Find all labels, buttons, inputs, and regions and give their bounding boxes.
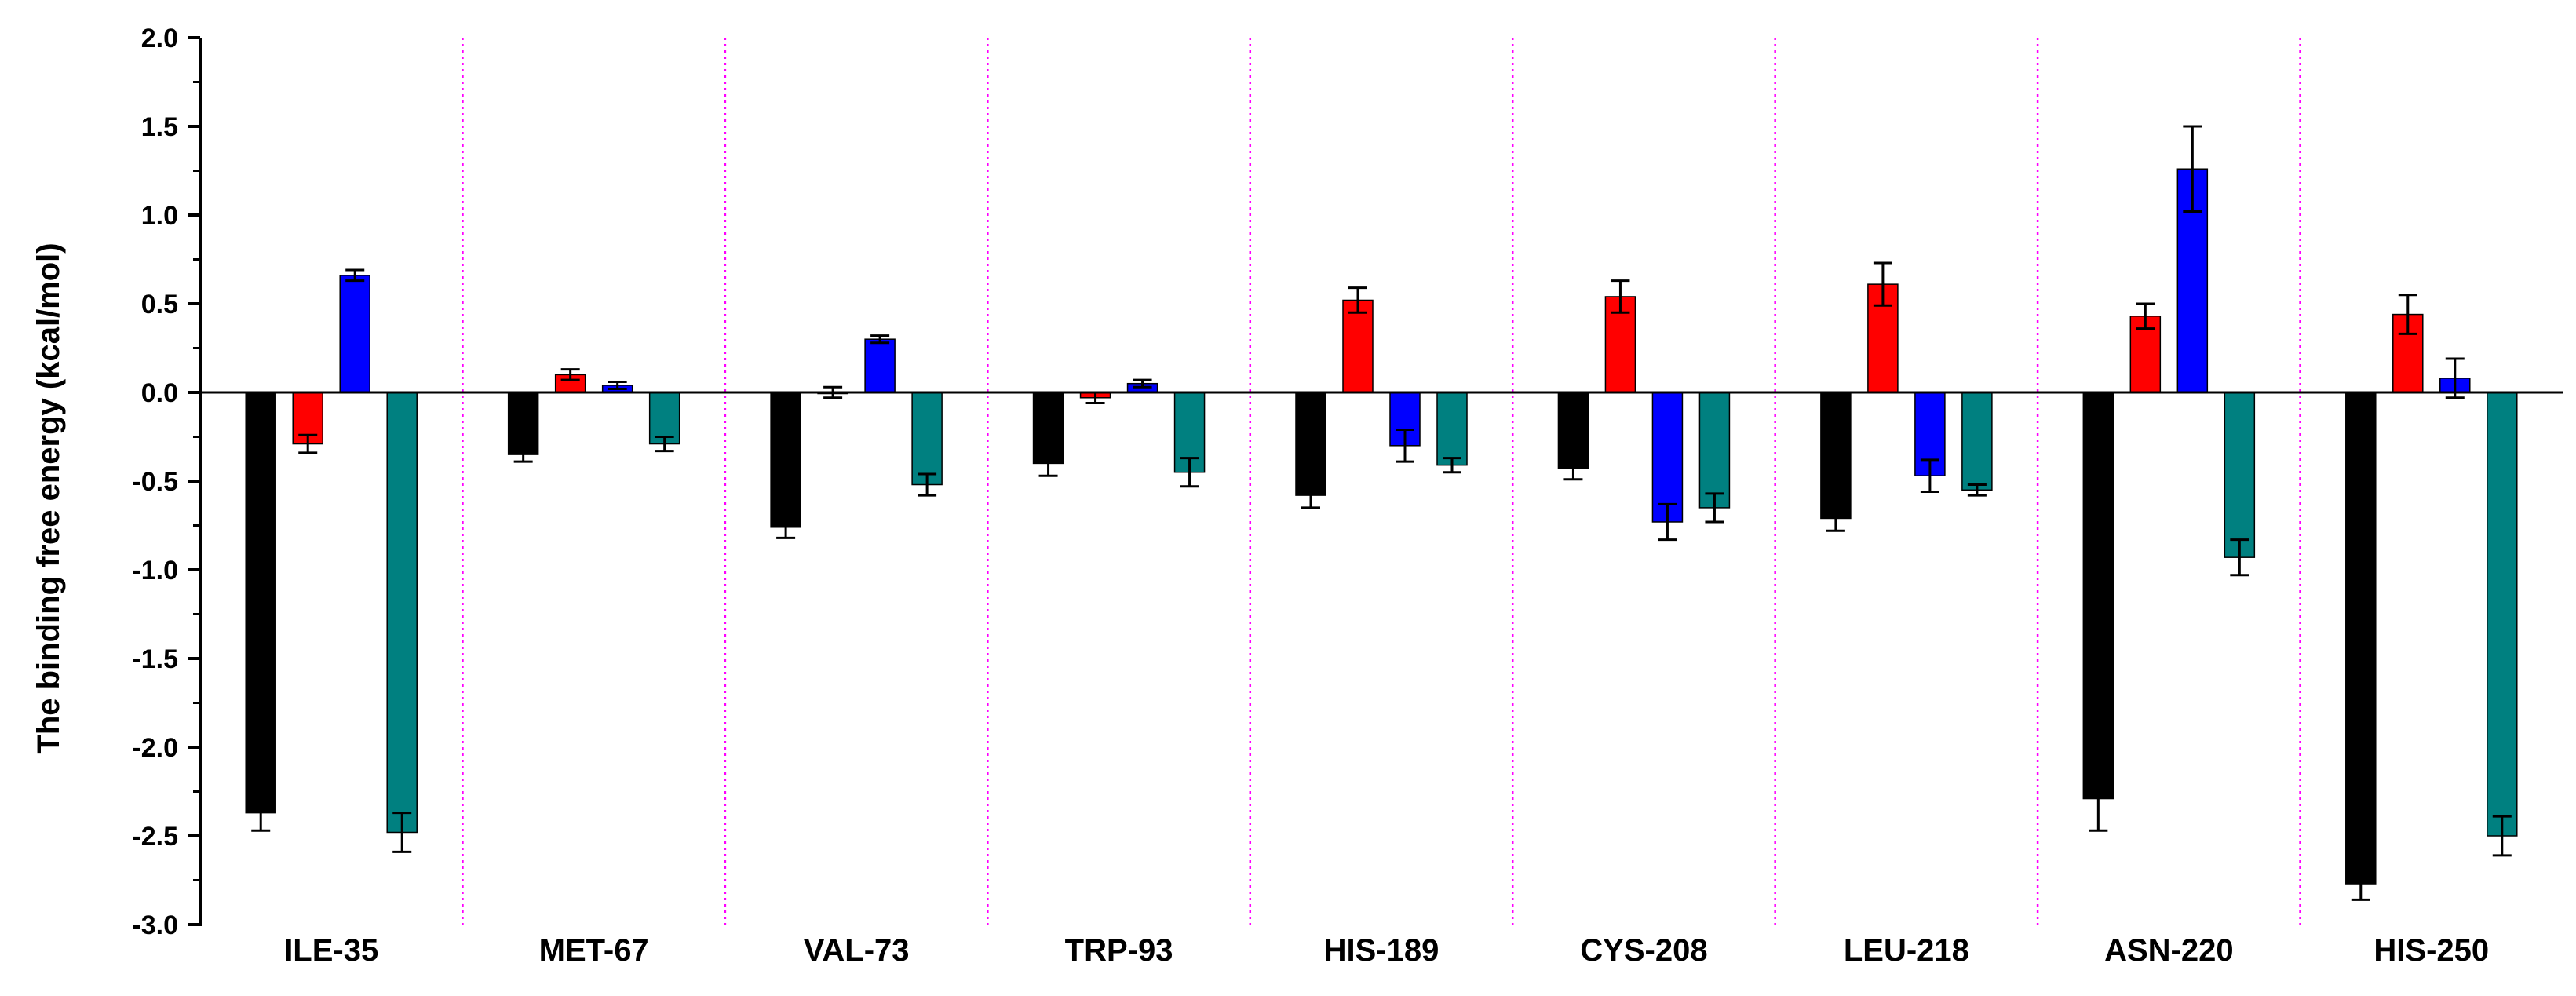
category-label: MET-67	[539, 933, 649, 968]
bar	[386, 392, 418, 834]
y-tick-label: -0.5	[132, 467, 178, 497]
category-label: TRP-93	[1065, 933, 1173, 968]
bar	[911, 392, 943, 486]
bar	[1651, 392, 1684, 523]
bar	[864, 338, 896, 393]
bar	[2082, 392, 2114, 800]
bar	[648, 392, 680, 445]
bar	[1342, 299, 1374, 393]
y-tick-label: -2.0	[132, 733, 178, 763]
y-tick-label: -3.0	[132, 910, 178, 940]
category-label: CYS-208	[1580, 933, 1707, 968]
category-label: ILE-35	[284, 933, 378, 968]
bar	[2345, 392, 2377, 885]
y-tick-label: 2.0	[141, 24, 178, 53]
bar	[1698, 392, 1731, 509]
category-label: LEU-218	[1844, 933, 1969, 968]
y-tick-label: 1.0	[141, 201, 178, 231]
y-tick-label: 0.0	[141, 378, 178, 408]
bar	[1436, 392, 1468, 466]
category-label: HIS-250	[2373, 933, 2489, 968]
bar	[507, 392, 539, 455]
y-tick-label: 1.5	[141, 112, 178, 142]
category-label: HIS-189	[1324, 933, 1439, 968]
y-tick-label: -1.5	[132, 644, 178, 674]
bar	[339, 275, 370, 393]
bar	[2224, 392, 2256, 558]
y-tick-label: -2.5	[132, 822, 178, 852]
y-axis-label: The binding free energy (kcal/mol)	[31, 243, 66, 753]
bar	[1295, 392, 1326, 496]
bar	[2487, 392, 2518, 837]
y-tick-label: 0.5	[141, 290, 178, 319]
category-label: ASN-220	[2104, 933, 2234, 968]
bar	[770, 392, 801, 528]
category-label: VAL-73	[804, 933, 910, 968]
y-tick-label: -1.0	[132, 556, 178, 586]
bar	[1961, 392, 1993, 491]
bar	[245, 392, 276, 814]
bar	[1820, 392, 1852, 520]
